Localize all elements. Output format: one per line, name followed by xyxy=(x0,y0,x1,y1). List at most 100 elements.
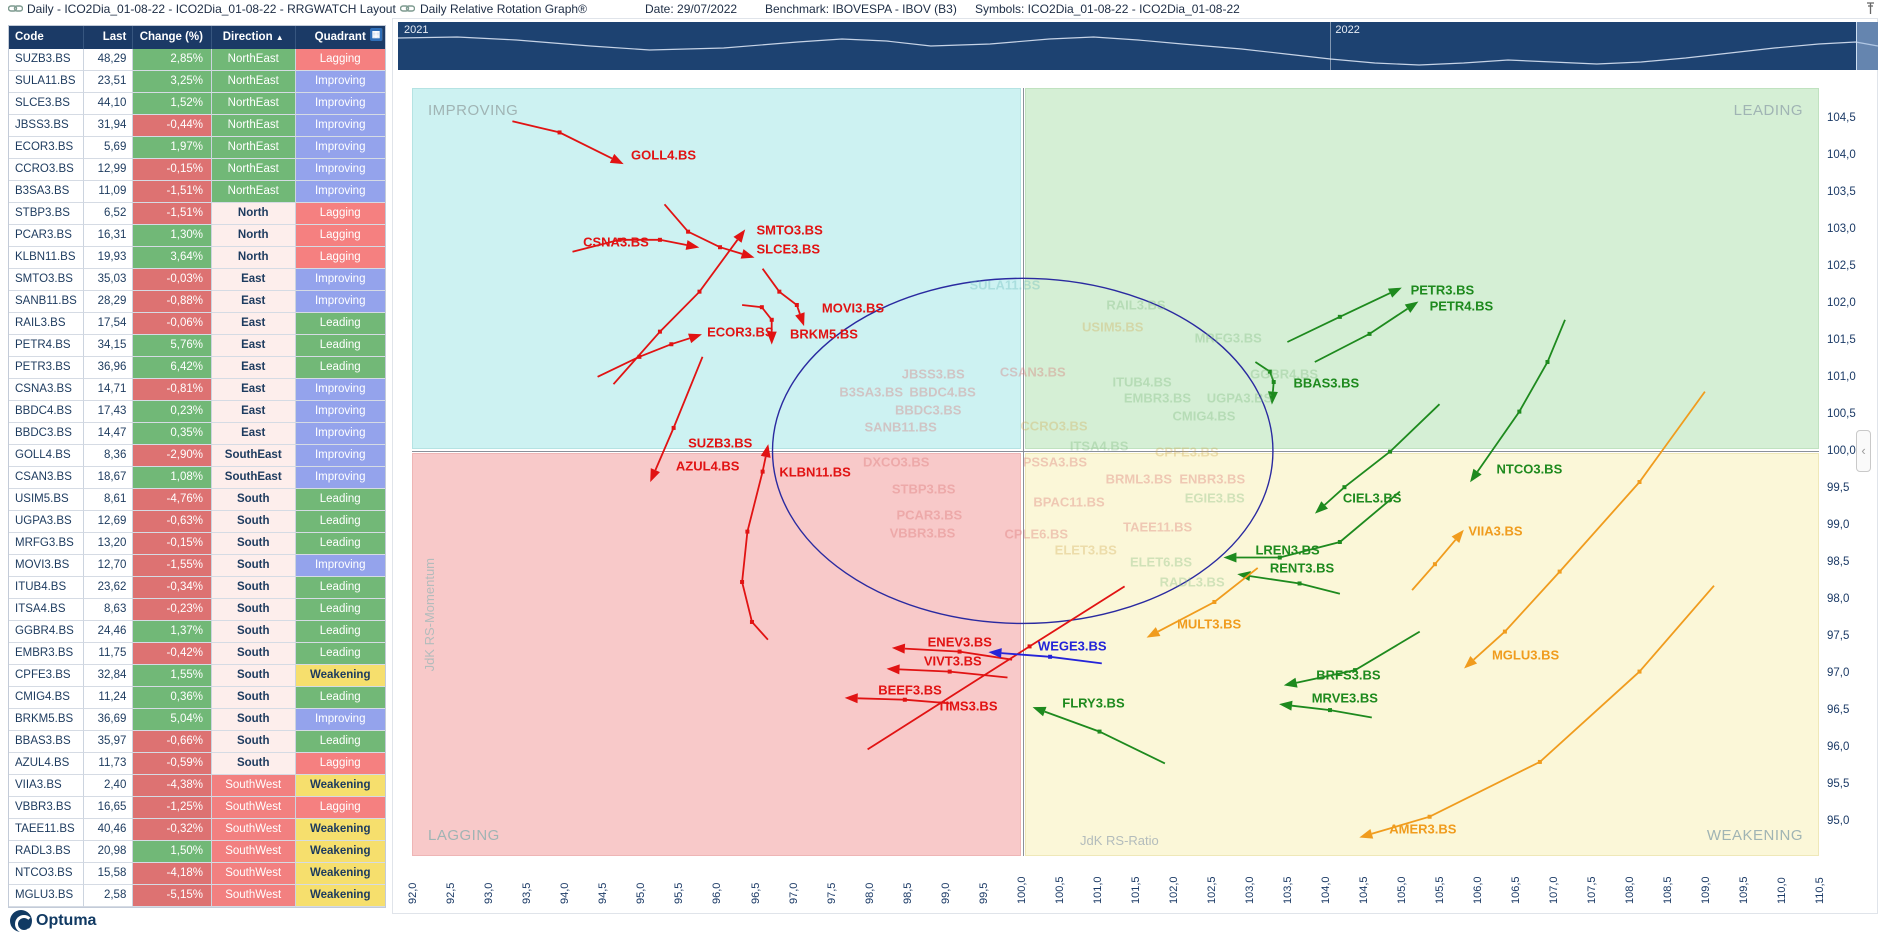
table-row[interactable]: SMTO3.BS 35,03 -0,03% East Improving xyxy=(9,269,385,291)
table-row[interactable]: PETR4.BS 34,15 5,76% East Leading xyxy=(9,335,385,357)
trail-arrowhead xyxy=(1314,501,1328,514)
table-row[interactable]: EMBR3.BS 11,75 -0,42% South Leading xyxy=(9,643,385,665)
symbol-label-PETR3.BS[interactable]: PETR3.BS xyxy=(1410,282,1475,298)
symbol-label-ECOR3.BS[interactable]: ECOR3.BS xyxy=(707,324,774,340)
symbol-label-KLBN11.BS[interactable]: KLBN11.BS xyxy=(779,464,851,480)
table-row[interactable]: CSAN3.BS 18,67 1,08% SouthEast Improving xyxy=(9,467,385,489)
symbol-label-TIMS3.BS[interactable]: TIMS3.BS xyxy=(937,698,998,714)
trail-line-GOLL4.BS xyxy=(512,120,613,160)
table-row[interactable]: CMIG4.BS 11,24 0,36% South Leading xyxy=(9,687,385,709)
table-row[interactable]: RAIL3.BS 17,54 -0,06% East Leading xyxy=(9,313,385,335)
symbol-label-RENT3.BS[interactable]: RENT3.BS xyxy=(1269,560,1335,576)
table-row[interactable]: VIIA3.BS 2,40 -4,38% SouthWest Weakening xyxy=(9,775,385,797)
symbol-label-SLCE3.BS[interactable]: SLCE3.BS xyxy=(756,241,821,257)
symbol-label-WEGE3.BS[interactable]: WEGE3.BS xyxy=(1037,638,1107,654)
table-row[interactable]: RADL3.BS 20,98 1,50% SouthWest Weakening xyxy=(9,841,385,863)
pin-icon[interactable] xyxy=(1864,2,1877,15)
symbol-label-BBAS3.BS[interactable]: BBAS3.BS xyxy=(1293,375,1360,391)
column-header-quadrant[interactable]: Quadrant xyxy=(314,31,366,43)
column-header-direction[interactable]: Direction ▲ xyxy=(212,26,296,49)
table-row[interactable]: STBP3.BS 6,52 -1,51% North Lagging xyxy=(9,203,385,225)
table-row[interactable]: USIM5.BS 8,61 -4,76% South Leading xyxy=(9,489,385,511)
table-row[interactable]: SANB11.BS 28,29 -0,88% East Improving xyxy=(9,291,385,313)
trail-line-PETR4.BS xyxy=(1314,307,1408,363)
table-row[interactable]: CCRO3.BS 12,99 -0,15% NorthEast Improving xyxy=(9,159,385,181)
symbol-label-LREN3.BS[interactable]: LREN3.BS xyxy=(1255,542,1320,558)
table-row[interactable]: NTCO3.BS 15,58 -4,18% SouthWest Weakening xyxy=(9,863,385,885)
table-row[interactable]: VBBR3.BS 16,65 -1,25% SouthWest Lagging xyxy=(9,797,385,819)
x-tick: 94,0 xyxy=(559,882,572,904)
table-row[interactable]: KLBN11.BS 19,93 3,64% North Lagging xyxy=(9,247,385,269)
table-row[interactable]: JBSS3.BS 31,94 -0,44% NorthEast Improving xyxy=(9,115,385,137)
table-row[interactable]: ITUB4.BS 23,62 -0,34% South Leading xyxy=(9,577,385,599)
table-row[interactable]: CPFE3.BS 32,84 1,55% South Weakening xyxy=(9,665,385,687)
faint-symbol-label-BRML3.BS: BRML3.BS xyxy=(1105,471,1173,487)
trail-dot xyxy=(902,697,907,702)
table-row[interactable]: GOLL4.BS 8,36 -2,90% SouthEast Improving xyxy=(9,445,385,467)
trail-arrowhead xyxy=(766,331,777,345)
table-row[interactable]: PCAR3.BS 16,31 1,30% North Lagging xyxy=(9,225,385,247)
symbol-label-BEEF3.BS[interactable]: BEEF3.BS xyxy=(878,682,942,698)
table-row[interactable]: BBDC4.BS 17,43 0,23% East Improving xyxy=(9,401,385,423)
trail-line-RENT3.BS xyxy=(1249,575,1341,595)
symbol-label-FLRY3.BS[interactable]: FLRY3.BS xyxy=(1062,695,1125,711)
table-row[interactable]: B3SA3.BS 11,09 -1,51% NorthEast Improving xyxy=(9,181,385,203)
column-header-last[interactable]: Last xyxy=(84,26,134,49)
symbol-label-CIEL3.BS[interactable]: CIEL3.BS xyxy=(1342,490,1402,506)
table-row[interactable]: ECOR3.BS 5,69 1,97% NorthEast Improving xyxy=(9,137,385,159)
column-header-code[interactable]: Code xyxy=(9,26,84,49)
x-axis-title: JdK RS-Ratio xyxy=(1080,833,1159,848)
symbol-label-VIVT3.BS[interactable]: VIVT3.BS xyxy=(923,653,982,669)
symbol-label-BRKM5.BS[interactable]: BRKM5.BS xyxy=(789,326,858,342)
faint-symbol-label-DXCO3.BS: DXCO3.BS xyxy=(863,454,930,470)
table-row[interactable]: SUZB3.BS 48,29 2,85% NorthEast Lagging xyxy=(9,49,385,71)
symbol-label-BRFS3.BS[interactable]: BRFS3.BS xyxy=(1316,667,1381,683)
symbol-label-SMTO3.BS[interactable]: SMTO3.BS xyxy=(756,222,823,238)
symbol-label-MRVE3.BS[interactable]: MRVE3.BS xyxy=(1311,690,1378,706)
symbol-label-AZUL4.BS[interactable]: AZUL4.BS xyxy=(675,458,740,474)
table-row[interactable]: UGPA3.BS 12,69 -0,63% South Leading xyxy=(9,511,385,533)
symbol-label-VIIA3.BS[interactable]: VIIA3.BS xyxy=(1468,523,1523,539)
trail-dot xyxy=(1502,629,1507,634)
trail-dot xyxy=(777,289,782,294)
symbol-label-PETR4.BS[interactable]: PETR4.BS xyxy=(1429,298,1494,314)
symbol-label-MULT3.BS[interactable]: MULT3.BS xyxy=(1177,616,1242,632)
table-settings-icon[interactable]: ▦ xyxy=(370,28,383,41)
symbol-label-GOLL4.BS[interactable]: GOLL4.BS xyxy=(631,147,697,163)
table-row[interactable]: BBAS3.BS 35,97 -0,66% South Leading xyxy=(9,731,385,753)
table-row[interactable]: MGLU3.BS 2,58 -5,15% SouthWest Weakening xyxy=(9,885,385,907)
table-row[interactable]: CSNA3.BS 14,71 -0,81% East Improving xyxy=(9,379,385,401)
trail-dot xyxy=(718,245,723,250)
symbol-label-SUZB3.BS[interactable]: SUZB3.BS xyxy=(688,435,753,451)
date-navigator[interactable]: 2021 2022 xyxy=(398,22,1878,70)
faint-symbol-label-CPFE3.BS: CPFE3.BS xyxy=(1155,444,1219,460)
symbol-label-CSNA3.BS[interactable]: CSNA3.BS xyxy=(583,234,649,250)
faint-symbol-label-ELET3.BS: ELET3.BS xyxy=(1054,542,1117,558)
symbol-label-ENEV3.BS[interactable]: ENEV3.BS xyxy=(927,634,992,650)
collapse-panel-button[interactable]: ‹ xyxy=(1856,430,1871,472)
table-row[interactable]: ITSA4.BS 8,63 -0,23% South Leading xyxy=(9,599,385,621)
trail-dot xyxy=(1267,369,1272,374)
table-row[interactable]: AZUL4.BS 11,73 -0,59% South Lagging xyxy=(9,753,385,775)
rrg-plot[interactable]: IMPROVING LEADING LAGGING WEAKENING JdK … xyxy=(412,88,1819,856)
table-row[interactable]: MOVI3.BS 12,70 -1,55% South Improving xyxy=(9,555,385,577)
label-improving: IMPROVING xyxy=(428,102,519,119)
table-row[interactable]: MRFG3.BS 13,20 -0,15% South Leading xyxy=(9,533,385,555)
symbol-label-MOVI3.BS[interactable]: MOVI3.BS xyxy=(821,300,885,316)
column-header-change%[interactable]: Change (%) xyxy=(133,26,212,49)
table-row[interactable]: SULA11.BS 23,51 3,25% NorthEast Improving xyxy=(9,71,385,93)
symbol-label-MGLU3.BS[interactable]: MGLU3.BS xyxy=(1491,647,1560,663)
symbol-label-NTCO3.BS[interactable]: NTCO3.BS xyxy=(1496,461,1563,477)
table-row[interactable]: SLCE3.BS 44,10 1,52% NorthEast Improving xyxy=(9,93,385,115)
table-row[interactable]: TAEE11.BS 40,46 -0,32% SouthWest Weakening xyxy=(9,819,385,841)
center-vertical-line xyxy=(1022,88,1024,856)
table-row[interactable]: PETR3.BS 36,96 6,42% East Leading xyxy=(9,357,385,379)
table-row[interactable]: BRKM5.BS 36,69 5,04% South Improving xyxy=(9,709,385,731)
symbol-label-AMER3.BS[interactable]: AMER3.BS xyxy=(1389,821,1457,837)
trail-line-SMTO3.BS xyxy=(612,239,739,385)
y-tick: 100,5 xyxy=(1827,407,1856,420)
navigator-selection-handle[interactable] xyxy=(1855,22,1878,70)
table-row[interactable]: BBDC3.BS 14,47 0,35% East Improving xyxy=(9,423,385,445)
table-row[interactable]: GGBR4.BS 24,46 1,37% South Leading xyxy=(9,621,385,643)
